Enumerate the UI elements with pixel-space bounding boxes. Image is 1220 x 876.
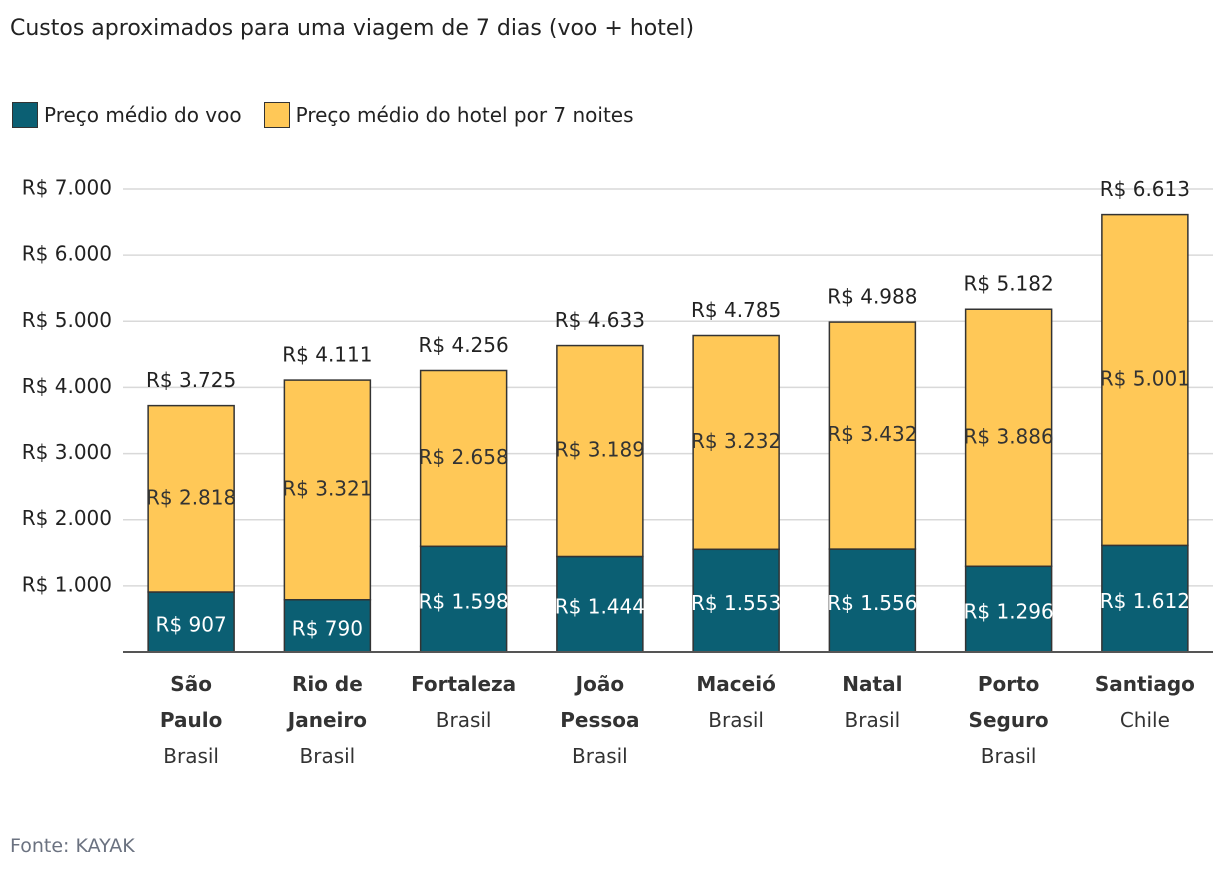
category-label: Fortaleza Brasil [399, 666, 529, 738]
data-label: R$ 907 [156, 613, 227, 637]
bar-segment [692, 548, 780, 653]
data-label: R$ 3.321 [282, 476, 372, 500]
bar-segment [692, 334, 780, 551]
country-name: Chile [1119, 708, 1170, 732]
total-label: R$ 4.988 [827, 285, 917, 309]
data-label: R$ 1.553 [691, 591, 781, 615]
data-label: R$ 1.598 [419, 590, 509, 614]
category-label: Santiago Chile [1080, 666, 1210, 738]
bar-segment [283, 598, 372, 653]
data-label: R$ 3.886 [964, 424, 1054, 448]
country-name: Brasil [299, 744, 356, 768]
city-name: Fortaleza [411, 672, 517, 696]
legend-swatch [12, 102, 38, 128]
y-tick-label: R$ 6.000 [22, 242, 112, 266]
city-name: Maceió [696, 672, 776, 696]
data-label: R$ 2.658 [419, 445, 509, 469]
bar-segment [964, 308, 1053, 568]
y-tick-label: R$ 4.000 [22, 374, 112, 398]
bar-segment [556, 344, 644, 558]
city-name: João Pessoa [560, 672, 640, 732]
data-label: R$ 5.001 [1100, 366, 1190, 390]
total-label: R$ 4.256 [419, 333, 509, 357]
city-name: Rio de Janeiro [287, 672, 367, 732]
bar-segment [964, 565, 1053, 653]
total-label: R$ 4.633 [555, 308, 645, 332]
bar-segment [147, 404, 235, 593]
data-label: R$ 1.556 [827, 591, 917, 615]
city-name: Porto Seguro [968, 672, 1049, 732]
category-label: São Paulo Brasil [126, 666, 256, 774]
y-tick-label: R$ 2.000 [22, 506, 112, 530]
category-label: Natal Brasil [807, 666, 937, 738]
y-tick-label: R$ 3.000 [22, 440, 112, 464]
data-label: R$ 3.189 [555, 438, 645, 462]
y-tick-label: R$ 5.000 [22, 308, 112, 332]
source: Fonte: KAYAK [10, 835, 135, 857]
category-label: João Pessoa Brasil [535, 666, 665, 774]
data-label: R$ 1.296 [964, 600, 1054, 624]
data-label: R$ 3.432 [827, 422, 917, 446]
country-name: Brasil [572, 744, 628, 768]
legend: Preço médio do voo Preço médio do hotel p… [12, 102, 656, 128]
category-label: Rio de Janeiro Brasil [262, 666, 392, 774]
country-name: Brasil [163, 744, 219, 768]
country-name: Brasil [844, 708, 901, 732]
category-label: Porto Seguro Brasil [944, 666, 1074, 774]
legend-item: Preço médio do hotel por 7 noites [263, 102, 634, 128]
data-label: R$ 1.444 [555, 595, 645, 619]
data-label: R$ 790 [292, 616, 363, 640]
total-label: R$ 4.111 [282, 343, 372, 367]
legend-swatch [263, 102, 290, 128]
total-label: R$ 4.785 [691, 298, 781, 322]
city-name: Natal [842, 672, 903, 696]
total-label: R$ 6.613 [1100, 177, 1190, 201]
city-name: São Paulo [159, 672, 223, 732]
y-tick-label: R$ 1.000 [22, 572, 112, 596]
bar-segment [419, 369, 508, 548]
country-name: Brasil [435, 708, 492, 732]
bar-segment [283, 379, 372, 601]
total-label: R$ 5.182 [964, 272, 1054, 296]
category-label: Maceió Brasil [671, 666, 801, 738]
legend-item: Preço médio do voo [12, 102, 242, 128]
bar-segment [419, 545, 508, 653]
city-name: Santiago [1094, 672, 1195, 696]
country-name: Brasil [980, 744, 1037, 768]
chart-title: Custos aproximados para uma viagem de 7 … [10, 16, 695, 41]
legend-label: Preço médio do voo [44, 103, 242, 127]
data-label: R$ 2.818 [146, 485, 236, 509]
country-name: Brasil [708, 708, 764, 732]
legend-label: Preço médio do hotel por 7 noites [295, 103, 634, 127]
total-label: R$ 3.725 [146, 368, 236, 392]
bar-segment [828, 321, 917, 550]
data-label: R$ 3.232 [691, 429, 781, 453]
bar-segment [1101, 544, 1189, 653]
data-label: R$ 1.612 [1100, 589, 1190, 613]
y-tick-label: R$ 7.000 [22, 176, 112, 200]
bar-segment [1101, 213, 1189, 547]
